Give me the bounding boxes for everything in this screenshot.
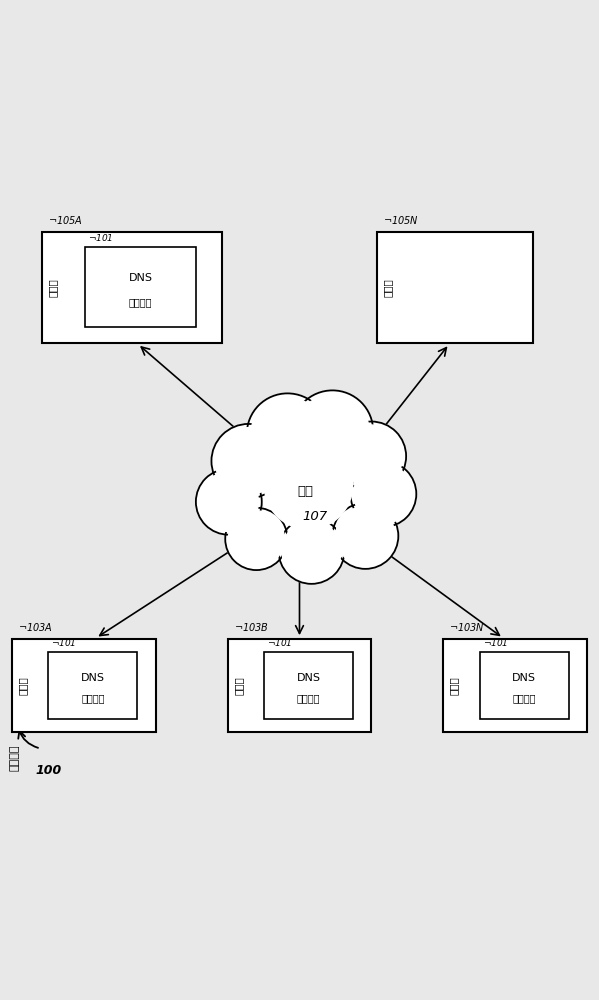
Ellipse shape <box>282 521 341 581</box>
Text: DNS: DNS <box>81 673 105 683</box>
Text: 107: 107 <box>302 510 327 523</box>
Text: 安全系统: 安全系统 <box>81 693 105 703</box>
Text: $\neg$103B: $\neg$103B <box>234 621 268 633</box>
Text: 安全系统: 安全系统 <box>297 693 320 703</box>
Text: 网络架构: 网络架构 <box>10 744 20 771</box>
Bar <box>12 639 156 732</box>
Text: 安全系统: 安全系统 <box>512 693 536 703</box>
Bar <box>85 247 196 327</box>
Ellipse shape <box>279 518 344 584</box>
Ellipse shape <box>340 425 403 488</box>
Bar <box>228 639 371 732</box>
Ellipse shape <box>296 394 369 468</box>
Bar <box>264 652 353 719</box>
Bar <box>480 652 568 719</box>
Ellipse shape <box>211 424 286 498</box>
Ellipse shape <box>247 393 328 475</box>
Ellipse shape <box>199 472 259 531</box>
Text: 服务器: 服务器 <box>383 278 393 297</box>
Bar <box>377 232 533 343</box>
Text: 服务器: 服务器 <box>48 278 58 297</box>
Text: 客户端: 客户端 <box>449 676 459 695</box>
Text: 安全系统: 安全系统 <box>129 297 153 307</box>
Ellipse shape <box>251 397 324 471</box>
Ellipse shape <box>332 503 398 569</box>
Ellipse shape <box>292 390 373 472</box>
Ellipse shape <box>225 508 288 570</box>
Bar <box>443 639 587 732</box>
Text: DNS: DNS <box>512 673 536 683</box>
Text: 客户端: 客户端 <box>234 676 243 695</box>
Ellipse shape <box>259 436 358 534</box>
Text: 网络: 网络 <box>298 485 313 498</box>
Text: DNS: DNS <box>297 673 320 683</box>
Text: $\neg$101: $\neg$101 <box>88 232 113 243</box>
Ellipse shape <box>215 428 282 494</box>
Ellipse shape <box>264 441 353 529</box>
Text: $\neg$105A: $\neg$105A <box>48 214 83 226</box>
Ellipse shape <box>337 422 406 491</box>
Bar <box>42 232 222 343</box>
Text: 客户端: 客户端 <box>18 676 28 695</box>
Text: $\neg$105N: $\neg$105N <box>383 214 419 226</box>
Ellipse shape <box>335 506 395 566</box>
Text: $\neg$101: $\neg$101 <box>52 637 77 648</box>
Text: 100: 100 <box>36 764 62 777</box>
Ellipse shape <box>228 511 285 567</box>
Text: $\neg$101: $\neg$101 <box>267 637 292 648</box>
Ellipse shape <box>196 469 262 535</box>
Text: $\neg$103N: $\neg$103N <box>449 621 485 633</box>
Text: $\neg$103A: $\neg$103A <box>18 621 53 633</box>
Text: $\neg$101: $\neg$101 <box>483 637 508 648</box>
Text: DNS: DNS <box>129 273 153 283</box>
Ellipse shape <box>350 461 416 527</box>
Bar <box>49 652 137 719</box>
Ellipse shape <box>353 464 413 524</box>
